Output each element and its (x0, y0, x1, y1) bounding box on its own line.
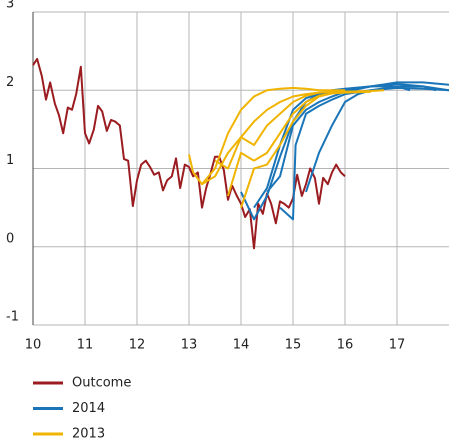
x-tick-label: 11 (77, 338, 94, 353)
legend-label: 2013 (72, 427, 105, 442)
series-line (214, 90, 358, 170)
y-tick-label: 1 (6, 153, 14, 168)
legend-label: 2014 (72, 401, 105, 416)
y-tick-label: 3 (6, 0, 14, 12)
y-tick-label: 0 (6, 231, 14, 246)
x-tick-label: 10 (25, 338, 42, 353)
series-line (201, 86, 345, 185)
x-tick-label: 13 (181, 338, 198, 353)
y-tick-label: -1 (6, 310, 19, 325)
x-tick-label: 16 (337, 338, 354, 353)
series-line (266, 81, 449, 193)
legend-label: Outcome (72, 376, 131, 391)
series-line (305, 86, 449, 193)
x-tick-label: 12 (129, 338, 146, 353)
x-tick-label: 14 (233, 338, 250, 353)
x-tick-label: 17 (389, 338, 406, 353)
x-tick-label: 15 (285, 338, 302, 353)
series-line (240, 89, 385, 208)
y-tick-label: 2 (6, 75, 14, 90)
series-line (279, 85, 449, 221)
